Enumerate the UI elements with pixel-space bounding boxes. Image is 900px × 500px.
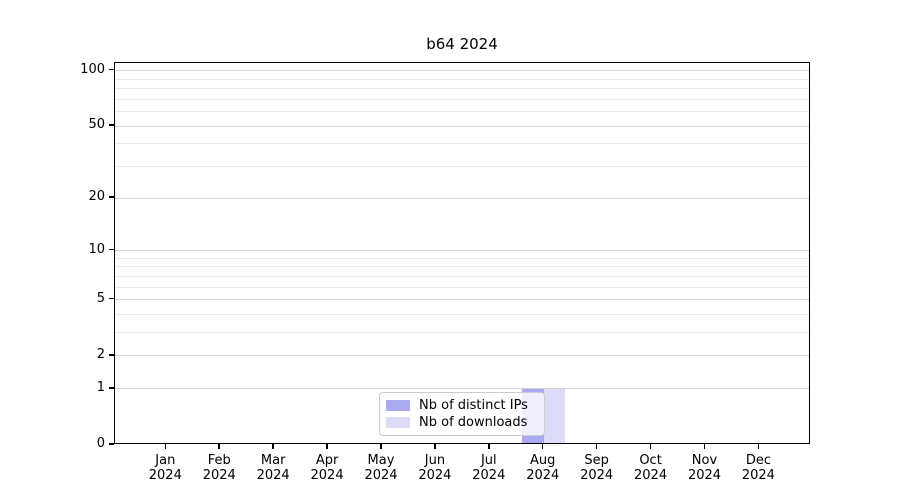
x-axis-tick: [218, 444, 220, 449]
gridline-major: [115, 355, 809, 357]
x-axis-tick: [272, 444, 274, 449]
x-tick-year: 2024: [687, 468, 722, 483]
y-axis-tick: [109, 297, 114, 300]
x-tick-month: Feb: [207, 453, 231, 468]
gridline-minor: [115, 286, 809, 288]
x-tick-year: 2024: [634, 468, 668, 483]
gridline-minor: [115, 165, 809, 167]
x-tick-month: Oct: [639, 453, 662, 468]
x-axis-tick-label: Aug 2024: [517, 453, 569, 483]
x-tick-year: 2024: [310, 468, 344, 483]
x-axis-tick: [380, 444, 382, 449]
gridline-major: [115, 197, 809, 199]
legend-swatch-downloads: [386, 417, 410, 428]
x-axis-tick-label: Jan 2024: [139, 453, 191, 483]
x-tick-month: Apr: [315, 453, 339, 468]
x-tick-year: 2024: [526, 468, 560, 483]
x-tick-month: Jul: [480, 453, 497, 468]
x-axis-tick-label: Feb 2024: [193, 453, 245, 483]
x-tick-year: 2024: [418, 468, 452, 483]
y-axis-tick: [109, 354, 114, 356]
y-axis-tick-label: 50: [88, 117, 105, 133]
x-axis-tick: [541, 444, 544, 449]
x-axis-tick-label: May 2024: [355, 453, 407, 483]
chart-title: b64 2024: [426, 35, 498, 53]
x-axis-tick-label: Jun 2024: [409, 453, 461, 483]
y-axis-tick: [109, 387, 114, 389]
gridline-minor: [115, 266, 809, 268]
x-axis-tick-label: Jul 2024: [463, 453, 515, 483]
gridline-minor: [115, 111, 809, 113]
x-tick-month: May: [367, 453, 395, 468]
x-axis-tick: [326, 444, 328, 449]
x-tick-year: 2024: [202, 468, 236, 483]
gridline-minor: [115, 88, 809, 90]
x-tick-month: Nov: [691, 453, 718, 468]
x-axis-tick: [757, 444, 760, 449]
bar-downloads: [543, 388, 566, 443]
plot-area: [114, 62, 810, 444]
x-tick-year: 2024: [472, 468, 506, 483]
y-axis-tick-label: 1: [96, 379, 105, 395]
x-axis-tick: [434, 444, 436, 449]
gridline-major: [115, 388, 809, 390]
y-axis-tick-label: 5: [96, 290, 105, 306]
x-tick-month: Mar: [260, 453, 286, 468]
gridline-minor: [115, 143, 809, 145]
gridline-major: [115, 125, 809, 127]
x-tick-year: 2024: [364, 468, 398, 483]
legend: Nb of distinct IPs Nb of downloads: [379, 392, 545, 436]
y-axis-tick: [109, 443, 114, 445]
y-axis-tick: [109, 248, 114, 251]
x-axis-tick: [595, 444, 598, 449]
gridline-minor: [115, 313, 809, 315]
gridline-minor: [115, 275, 809, 277]
x-tick-month: Sep: [584, 453, 609, 468]
legend-label-downloads: Nb of downloads: [419, 415, 528, 430]
y-axis-tick-label: 2: [96, 346, 105, 362]
x-tick-month: Jun: [424, 453, 446, 468]
plot-inner: [115, 63, 809, 443]
y-axis-tick-label: 20: [88, 189, 105, 205]
gridline-minor: [115, 257, 809, 259]
legend-item-distinct-ips: Nb of distinct IPs: [386, 398, 536, 413]
y-axis-tick-label: 10: [88, 241, 105, 257]
x-tick-month: Jan: [155, 453, 176, 468]
x-axis-tick: [164, 444, 167, 449]
x-axis-tick: [649, 444, 652, 449]
legend-swatch-distinct-ips: [386, 400, 410, 411]
x-axis-tick: [703, 444, 706, 449]
y-axis-tick: [109, 196, 114, 198]
x-tick-year: 2024: [580, 468, 614, 483]
x-tick-year: 2024: [256, 468, 290, 483]
x-axis-tick: [488, 444, 490, 449]
gridline-major: [115, 299, 809, 301]
y-axis-tick-label: 0: [96, 436, 105, 451]
gridline-major: [115, 250, 809, 251]
y-axis-tick: [109, 68, 114, 71]
gridline-major: [115, 70, 809, 72]
x-axis-tick-label: Sep 2024: [571, 453, 623, 483]
x-axis-tick-label: Apr 2024: [301, 453, 353, 483]
legend-item-downloads: Nb of downloads: [386, 415, 536, 430]
x-tick-month: Dec: [745, 453, 771, 468]
gridline-minor: [115, 98, 809, 100]
x-axis-tick-label: Dec 2024: [732, 453, 784, 483]
gridline-minor: [115, 332, 809, 334]
legend-label-distinct-ips: Nb of distinct IPs: [419, 398, 528, 413]
x-tick-month: Aug: [530, 453, 556, 468]
x-tick-year: 2024: [741, 468, 775, 483]
x-axis-tick-label: Oct 2024: [625, 453, 677, 483]
gridline-minor: [115, 78, 809, 80]
y-axis-tick-label: 100: [80, 61, 105, 77]
x-tick-year: 2024: [148, 468, 182, 483]
x-axis-tick-label: Mar 2024: [247, 453, 299, 483]
x-axis-tick-label: Nov 2024: [678, 453, 730, 483]
y-axis-tick: [109, 124, 114, 126]
